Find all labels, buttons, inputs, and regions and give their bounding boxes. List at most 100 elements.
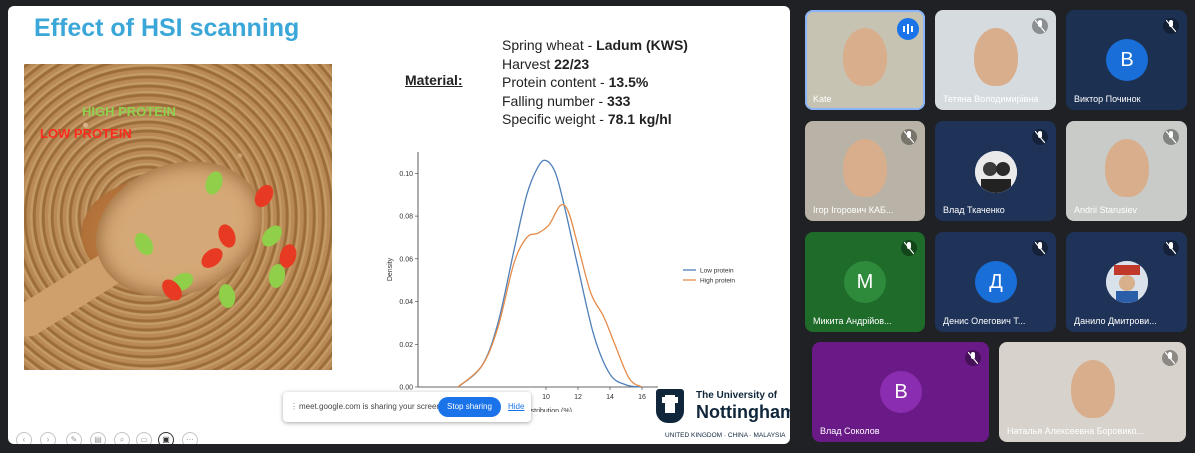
university-line1: The University of	[696, 390, 778, 401]
mic-off-icon	[901, 240, 917, 256]
x-tick-label: 12	[574, 394, 582, 401]
low-protein-label: LOW PROTEIN	[40, 126, 132, 141]
prev-slide-icon[interactable]: ‹	[16, 432, 32, 444]
mic-off-icon	[1163, 240, 1179, 256]
participant-face	[973, 28, 1018, 86]
participant-name: Ігор Ігорович КАБ...	[813, 205, 894, 215]
participant-name: Микита Андрійов...	[813, 316, 892, 326]
avatar: В	[1106, 39, 1148, 81]
participant-tile[interactable]: Ігор Ігорович КАБ...	[805, 121, 925, 221]
participant-tile[interactable]: М Микита Андрійов...	[805, 232, 925, 332]
subtitles-icon[interactable]: ▭	[136, 432, 152, 444]
participant-name: Тетяна Володимирівна	[943, 94, 1039, 104]
mic-off-icon	[965, 350, 981, 366]
material-label: Material:	[405, 72, 463, 88]
material-line-value: 13.5%	[608, 74, 649, 91]
material-line-value: 78.1 kg/hl	[607, 111, 672, 128]
participant-tile[interactable]: Д Денис Олегович Т...	[935, 232, 1056, 332]
participant-name: Данило Дмитрови...	[1074, 316, 1157, 326]
participant-face	[1070, 360, 1115, 418]
avatar: В	[880, 371, 922, 413]
participant-tile[interactable]: Наталья Алексеевна Боровико...	[999, 342, 1186, 442]
participant-face	[843, 28, 887, 86]
more-icon[interactable]: ⋯	[182, 432, 198, 444]
slide-title: Effect of HSI scanning	[34, 14, 300, 42]
participant-tile[interactable]: В Влад Соколов	[812, 342, 989, 442]
wheat-grain-photo: HIGH PROTEIN LOW PROTEIN	[24, 64, 332, 370]
x-tick-label: 10	[542, 394, 550, 401]
high-protein-grain	[258, 221, 286, 251]
series-line-high-protein	[457, 203, 643, 388]
material-line-label: Specific weight -	[502, 111, 608, 128]
material-line-label: Protein content -	[502, 74, 609, 91]
hide-link[interactable]: Hide	[508, 402, 525, 411]
participant-tile[interactable]: Andrii Starusiev	[1066, 121, 1187, 221]
y-axis-label: Density	[387, 257, 394, 281]
x-tick-label: 16	[638, 394, 646, 401]
stop-sharing-button[interactable]: Stop sharing	[438, 397, 501, 417]
avatar	[1106, 261, 1148, 303]
participant-tile[interactable]: Данило Дмитрови...	[1066, 232, 1187, 332]
avatar: Д	[975, 261, 1017, 303]
material-line: Specific weight - 78.1 kg/hl	[502, 110, 688, 129]
pen-icon[interactable]: ✎	[66, 432, 82, 444]
material-line-value: 333	[607, 92, 631, 109]
material-line-label: Falling number -	[502, 92, 608, 109]
participant-name: Денис Олегович Т...	[943, 316, 1026, 326]
y-tick-label: 0.00	[399, 385, 413, 392]
material-line-value: Ladum (KWS)	[596, 37, 688, 53]
material-line: Spring wheat - Ladum (KWS)	[502, 36, 688, 55]
y-tick-label: 0.02	[399, 342, 413, 349]
material-line-label: Harvest	[502, 55, 555, 72]
participant-name: Влад Ткаченко	[943, 205, 1005, 215]
screen-share-bar: ⋮ meet.google.com is sharing your screen…	[283, 392, 531, 422]
mic-off-icon	[1163, 129, 1179, 145]
next-slide-icon[interactable]: ›	[40, 432, 56, 444]
participant-name: Kate	[813, 94, 832, 104]
participant-name: Виктор Починок	[1074, 94, 1141, 104]
high-protein-label: HIGH PROTEIN	[82, 104, 176, 119]
participant-name: Влад Соколов	[820, 426, 880, 436]
participant-face	[843, 139, 887, 197]
university-logo: The University of Nottingham UNITED KING…	[656, 385, 790, 441]
mic-off-icon	[1032, 129, 1048, 145]
series-line-low-protein	[457, 159, 643, 388]
material-line: Harvest 22/23	[502, 55, 688, 74]
shared-slide: Effect of HSI scanning HIGH PROTEIN LOW …	[8, 6, 790, 444]
material-line-label: Spring wheat -	[502, 37, 597, 53]
zoom-icon[interactable]: ⌕	[114, 432, 130, 444]
legend-label: High protein	[700, 278, 735, 285]
university-line2: Nottingham	[696, 402, 790, 422]
participant-name: Andrii Starusiev	[1074, 205, 1138, 215]
material-line: Protein content - 13.5%	[502, 73, 688, 92]
avatar	[975, 151, 1017, 193]
x-axis-label: Distribution (%)	[524, 408, 572, 412]
x-tick-label: 14	[606, 394, 614, 401]
participant-tile[interactable]: В Виктор Починок	[1066, 10, 1187, 110]
participant-name: Наталья Алексеевна Боровико...	[1007, 426, 1144, 436]
drag-handle-icon[interactable]: ⋮	[290, 402, 298, 411]
university-crest-icon	[656, 389, 684, 423]
material-details: Spring wheat - Ladum (KWS) Harvest 22/23 P…	[502, 36, 688, 129]
participant-tile[interactable]: Kate	[805, 10, 925, 110]
legend-label: Low protein	[700, 268, 734, 275]
y-tick-label: 0.08	[399, 214, 413, 221]
high-protein-grain	[217, 282, 237, 310]
mic-off-icon	[1032, 240, 1048, 256]
material-line-value: 22/23	[554, 55, 590, 72]
camera-icon[interactable]: ▣	[158, 432, 174, 444]
participant-tile[interactable]: Влад Ткаченко	[935, 121, 1056, 221]
participant-tile[interactable]: Тетяна Володимирівна	[935, 10, 1056, 110]
mic-off-icon	[1162, 350, 1178, 366]
density-chart: 0.00 0.02 0.04 0.06 0.08 0.10 10 12 14 16 Density D…	[387, 152, 735, 412]
y-tick-label: 0.04	[399, 299, 413, 306]
y-tick-label: 0.06	[399, 256, 413, 263]
participant-face	[1104, 139, 1149, 197]
share-message: meet.google.com is sharing your screen.	[299, 402, 444, 411]
avatar: М	[844, 261, 886, 303]
mic-off-icon	[1163, 18, 1179, 34]
university-sub: UNITED KINGDOM · CHINA · MALAYSIA	[665, 432, 786, 439]
mic-off-icon	[1032, 18, 1048, 34]
pages-icon[interactable]: ▤	[90, 432, 106, 444]
speaking-indicator-icon	[897, 18, 919, 40]
